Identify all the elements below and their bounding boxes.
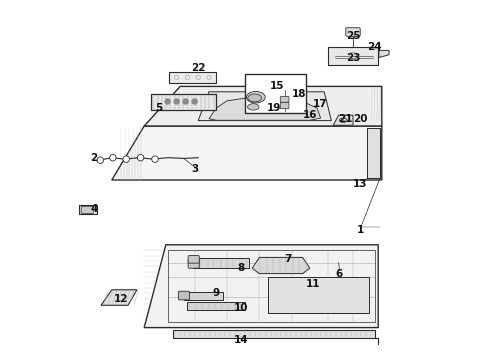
Text: 20: 20 (353, 114, 368, 124)
Polygon shape (170, 72, 216, 83)
Circle shape (165, 99, 170, 104)
Text: 24: 24 (368, 42, 382, 52)
Text: 16: 16 (302, 110, 317, 120)
Polygon shape (193, 258, 248, 268)
FancyBboxPatch shape (280, 102, 289, 109)
Circle shape (183, 99, 188, 104)
FancyBboxPatch shape (178, 291, 190, 300)
Polygon shape (269, 277, 369, 313)
Text: 17: 17 (313, 99, 328, 109)
Text: 13: 13 (353, 179, 368, 189)
Ellipse shape (247, 104, 259, 110)
Polygon shape (252, 257, 310, 274)
Text: 6: 6 (335, 269, 342, 279)
Ellipse shape (339, 118, 347, 122)
Polygon shape (173, 330, 374, 338)
Text: 2: 2 (90, 153, 98, 163)
Polygon shape (101, 290, 137, 305)
FancyBboxPatch shape (280, 96, 289, 102)
Text: 9: 9 (213, 288, 220, 298)
Ellipse shape (248, 94, 262, 102)
Text: 15: 15 (270, 81, 285, 91)
FancyBboxPatch shape (81, 206, 94, 213)
FancyBboxPatch shape (346, 28, 360, 36)
Circle shape (192, 99, 197, 104)
Text: 14: 14 (234, 335, 249, 345)
Text: 23: 23 (346, 53, 360, 63)
Bar (245, 74, 306, 113)
Circle shape (110, 154, 116, 161)
Text: 21: 21 (339, 114, 353, 124)
Circle shape (152, 156, 158, 162)
Text: 19: 19 (267, 103, 281, 113)
Circle shape (137, 154, 144, 161)
Polygon shape (379, 50, 389, 58)
Polygon shape (151, 94, 216, 110)
Text: 22: 22 (191, 63, 205, 73)
Polygon shape (79, 205, 98, 214)
Polygon shape (112, 126, 382, 180)
Polygon shape (144, 86, 382, 126)
Text: 11: 11 (306, 279, 320, 289)
Circle shape (174, 99, 179, 104)
Text: 3: 3 (191, 164, 198, 174)
Text: 25: 25 (346, 31, 360, 41)
Text: 5: 5 (155, 103, 162, 113)
FancyBboxPatch shape (188, 256, 199, 263)
Ellipse shape (246, 91, 265, 103)
Text: 4: 4 (90, 204, 98, 214)
Text: 7: 7 (285, 254, 292, 264)
Polygon shape (198, 92, 331, 121)
Polygon shape (328, 47, 378, 65)
Polygon shape (184, 292, 223, 300)
Polygon shape (187, 302, 245, 310)
Text: 10: 10 (234, 303, 248, 313)
Text: 1: 1 (357, 225, 364, 235)
Polygon shape (144, 245, 378, 328)
Circle shape (97, 157, 103, 163)
Polygon shape (368, 128, 380, 178)
FancyBboxPatch shape (188, 260, 199, 268)
Polygon shape (209, 97, 320, 120)
Text: 12: 12 (114, 294, 128, 304)
Circle shape (123, 156, 129, 162)
Text: 18: 18 (292, 89, 306, 99)
Text: 8: 8 (238, 263, 245, 273)
Polygon shape (333, 115, 353, 125)
